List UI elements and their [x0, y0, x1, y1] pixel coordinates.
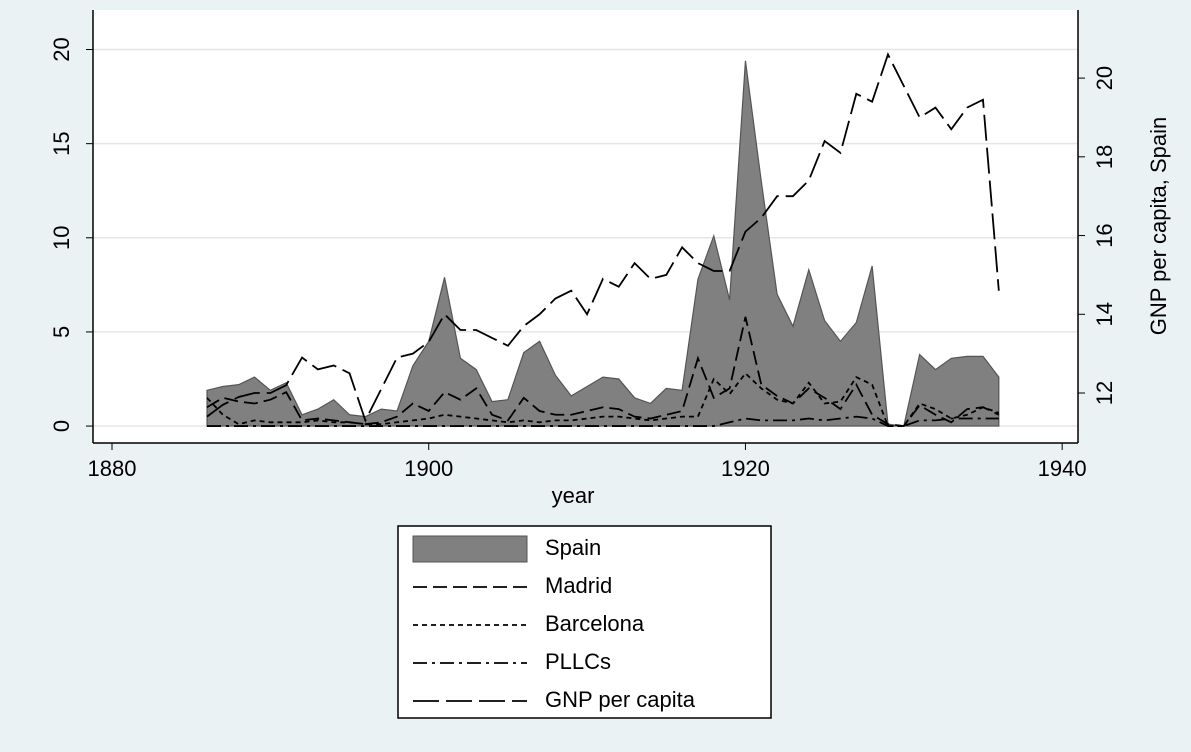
y-tick-label: 15	[49, 131, 74, 155]
legend-label: Spain	[545, 535, 601, 560]
legend-label: PLLCs	[545, 649, 611, 674]
line	[206, 316, 1000, 428]
x-tick-label: 1900	[404, 456, 453, 481]
y2-tick-label: 18	[1092, 145, 1117, 169]
line	[206, 52, 1000, 423]
legend-key	[412, 535, 528, 563]
area	[206, 60, 1000, 427]
x-axis-title: year	[552, 483, 595, 508]
y2-tick-label: 20	[1092, 66, 1117, 90]
y-tick-label: 20	[49, 37, 74, 61]
x-tick-label: 1880	[88, 456, 137, 481]
y-tick-label: 0	[49, 420, 74, 432]
y-tick-label: 5	[49, 326, 74, 338]
y2-axis-title: GNP per capita, Spain	[1146, 117, 1171, 336]
y-tick-label: 10	[49, 226, 74, 250]
legend-label: Madrid	[545, 573, 612, 598]
legend-label: GNP per capita	[545, 687, 696, 712]
legend-label: Barcelona	[545, 611, 645, 636]
y2-tick-label: 14	[1092, 302, 1117, 326]
line	[207, 415, 999, 427]
plot-area	[93, 10, 1078, 443]
y2-tick-label: 16	[1092, 223, 1117, 247]
x-tick-label: 1940	[1038, 456, 1087, 481]
y2-tick-label: 12	[1092, 381, 1117, 405]
line	[206, 372, 1000, 427]
x-tick-label: 1920	[721, 456, 770, 481]
